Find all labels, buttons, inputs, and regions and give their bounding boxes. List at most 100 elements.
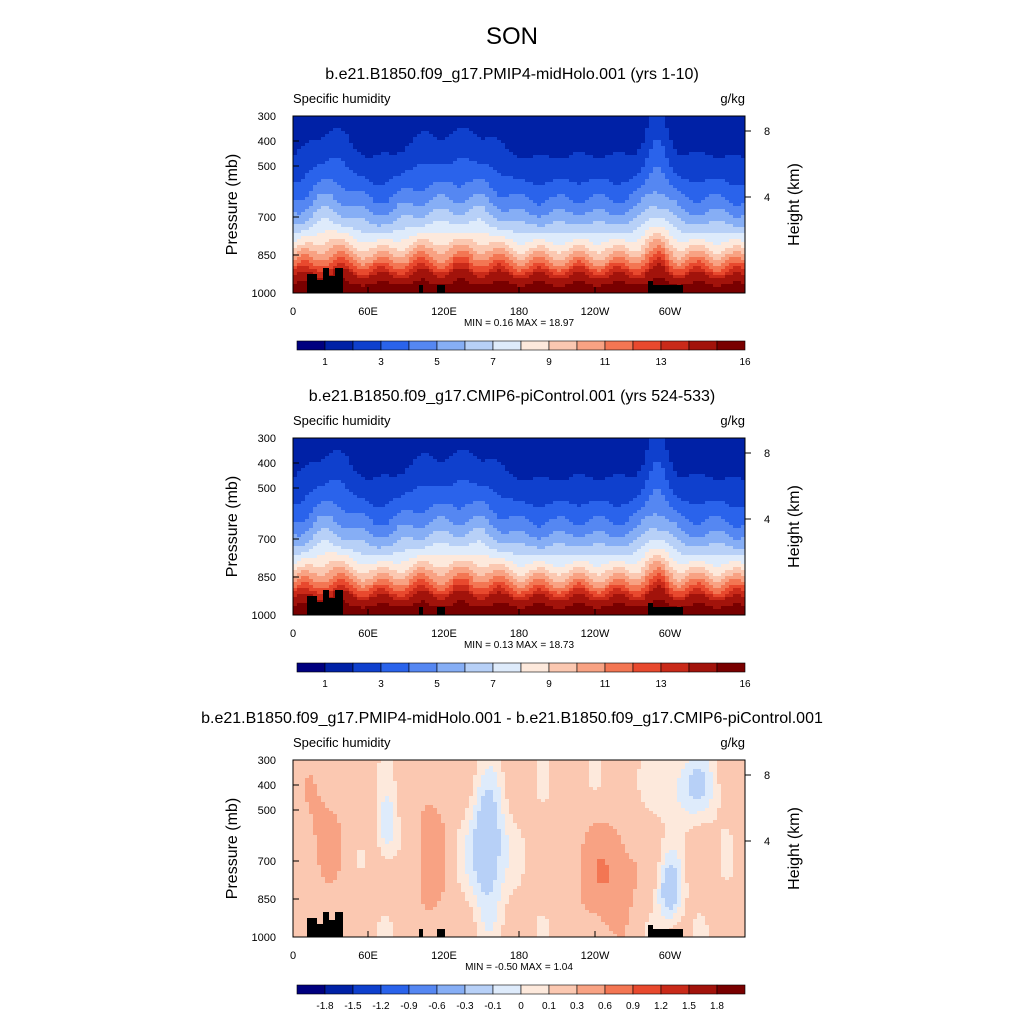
heatmap-cell bbox=[425, 149, 430, 153]
heatmap-cell bbox=[449, 278, 454, 282]
heatmap-cell bbox=[293, 119, 298, 123]
heatmap-cell bbox=[421, 278, 426, 282]
heatmap-cell bbox=[389, 137, 394, 141]
heatmap-cell bbox=[605, 170, 610, 174]
heatmap-cell bbox=[441, 149, 446, 153]
heatmap-cell bbox=[581, 167, 586, 171]
heatmap-cell bbox=[477, 179, 482, 183]
heatmap-cell bbox=[629, 140, 634, 144]
heatmap-cell bbox=[309, 137, 314, 141]
heatmap-cell bbox=[433, 125, 438, 129]
heatmap-cell bbox=[409, 143, 414, 147]
heatmap-cell bbox=[605, 155, 610, 159]
heatmap-cell bbox=[549, 230, 554, 234]
heatmap-cell bbox=[381, 239, 386, 243]
heatmap-cell bbox=[361, 281, 366, 285]
heatmap-cell bbox=[529, 191, 534, 195]
heatmap-cell bbox=[301, 278, 306, 282]
heatmap-cell bbox=[365, 167, 370, 171]
heatmap-cell bbox=[437, 182, 442, 186]
heatmap-cell bbox=[309, 233, 314, 237]
heatmap-cell bbox=[453, 245, 458, 249]
heatmap-cell bbox=[561, 122, 566, 126]
heatmap-cell bbox=[461, 200, 466, 204]
heatmap-cell bbox=[393, 164, 398, 168]
heatmap-cell bbox=[397, 209, 402, 213]
heatmap-cell bbox=[417, 218, 422, 222]
heatmap-cell bbox=[557, 272, 562, 276]
heatmap-cell bbox=[393, 269, 398, 273]
heatmap-cell bbox=[425, 260, 430, 264]
heatmap-cell bbox=[545, 179, 550, 183]
heatmap-cell bbox=[421, 119, 426, 123]
heatmap-cell bbox=[301, 146, 306, 150]
heatmap-cell bbox=[401, 230, 406, 234]
heatmap-cell bbox=[557, 176, 562, 180]
heatmap-cell bbox=[441, 257, 446, 261]
heatmap-cell bbox=[525, 275, 530, 279]
heatmap-cell bbox=[513, 185, 518, 189]
heatmap-cell bbox=[573, 245, 578, 249]
heatmap-cell bbox=[417, 146, 422, 150]
units-label: g/kg bbox=[720, 91, 745, 106]
heatmap-cell bbox=[609, 224, 614, 228]
heatmap-cell bbox=[521, 218, 526, 222]
heatmap-cell bbox=[313, 251, 318, 255]
heatmap-cell bbox=[425, 203, 430, 207]
heatmap-cell bbox=[465, 158, 470, 162]
heatmap-cell bbox=[393, 200, 398, 204]
heatmap-cell bbox=[513, 278, 518, 282]
heatmap-cell bbox=[293, 260, 298, 264]
heatmap-cell bbox=[545, 197, 550, 201]
heatmap-cell bbox=[613, 263, 618, 267]
heatmap-cell bbox=[341, 155, 346, 159]
heatmap-cell bbox=[469, 134, 474, 138]
heatmap-cell bbox=[605, 140, 610, 144]
heatmap-cell bbox=[293, 287, 298, 291]
heatmap-cell bbox=[525, 176, 530, 180]
heatmap-cell bbox=[341, 257, 346, 261]
heatmap-cell bbox=[609, 194, 614, 198]
heatmap-cell bbox=[505, 155, 510, 159]
heatmap-cell bbox=[549, 131, 554, 135]
heatmap-cell bbox=[401, 233, 406, 237]
heatmap-cell bbox=[525, 164, 530, 168]
heatmap-cell bbox=[505, 194, 510, 198]
heatmap-cell bbox=[453, 230, 458, 234]
heatmap-cell bbox=[297, 185, 302, 189]
heatmap-cell bbox=[305, 164, 310, 168]
heatmap-cell bbox=[561, 257, 566, 261]
heatmap-cell bbox=[361, 203, 366, 207]
heatmap-cell bbox=[469, 206, 474, 210]
heatmap-cell bbox=[585, 281, 590, 285]
heatmap-cell bbox=[473, 140, 478, 144]
heatmap-cell bbox=[301, 281, 306, 285]
heatmap-cell bbox=[421, 212, 426, 216]
heatmap-cell bbox=[505, 227, 510, 231]
heatmap-cell bbox=[529, 128, 534, 132]
heatmap-cell bbox=[309, 191, 314, 195]
heatmap-cell bbox=[449, 269, 454, 273]
heatmap-cell bbox=[473, 266, 478, 270]
heatmap-cell bbox=[565, 254, 570, 258]
heatmap-cell bbox=[549, 149, 554, 153]
heatmap-cell bbox=[597, 254, 602, 258]
heatmap-cell bbox=[401, 119, 406, 123]
heatmap-cell bbox=[389, 167, 394, 171]
heatmap-cell bbox=[517, 140, 522, 144]
heatmap-cell bbox=[309, 146, 314, 150]
heatmap-cell bbox=[441, 155, 446, 159]
heatmap-cell bbox=[381, 221, 386, 225]
heatmap-cell bbox=[493, 119, 498, 123]
heatmap-cell bbox=[293, 116, 298, 120]
heatmap-cell bbox=[589, 254, 594, 258]
heatmap-cell bbox=[409, 119, 414, 123]
heatmap-cell bbox=[569, 155, 574, 159]
heatmap-cell bbox=[457, 140, 462, 144]
heatmap-cell bbox=[461, 173, 466, 177]
heatmap-cell bbox=[473, 236, 478, 240]
heatmap-cell bbox=[293, 125, 298, 129]
heatmap-cell bbox=[597, 182, 602, 186]
heatmap-cell bbox=[377, 278, 382, 282]
heatmap-cell bbox=[565, 143, 570, 147]
